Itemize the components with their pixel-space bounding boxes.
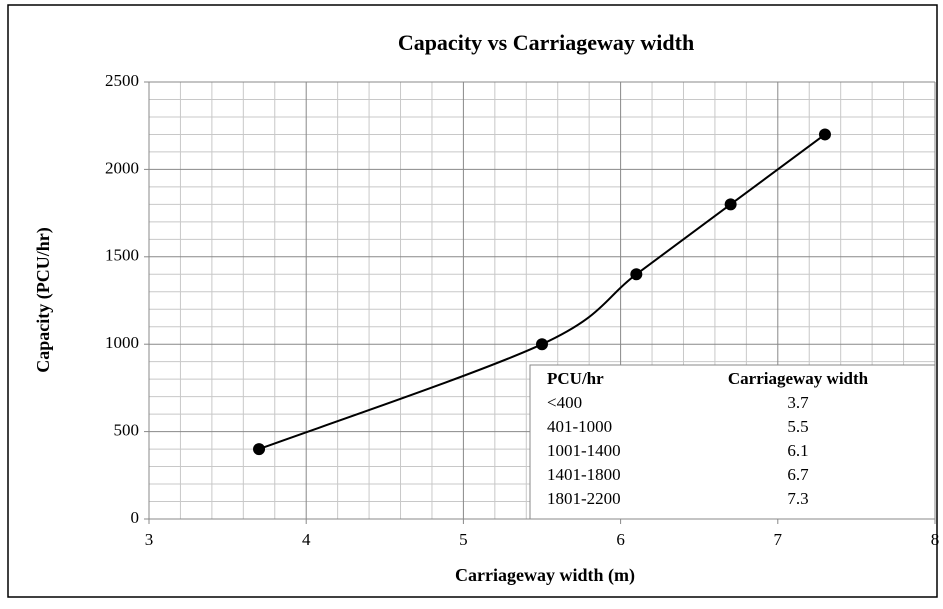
- x-tick-label: 7: [774, 530, 783, 549]
- data-point: [630, 268, 643, 281]
- marks: [253, 128, 831, 456]
- table-header: PCU/hr: [547, 369, 604, 388]
- x-tick-label: 4: [302, 530, 311, 549]
- table-cell: 6.7: [787, 465, 809, 484]
- table-cell: 1401-1800: [547, 465, 621, 484]
- table-cell: <400: [547, 393, 582, 412]
- x-tick-label: 5: [459, 530, 468, 549]
- data-point: [536, 338, 548, 351]
- x-tick-label: 6: [616, 530, 625, 549]
- y-tick-label: 1500: [105, 246, 139, 265]
- data-point: [818, 128, 831, 141]
- table-cell: 3.7: [787, 393, 809, 412]
- data-table: PCU/hr Carriageway width <400 3.7 401-1000 5.…: [529, 364, 936, 520]
- y-tick-label: 2000: [105, 158, 139, 177]
- y-tick-label: 500: [114, 421, 140, 440]
- table-cell: 5.5: [787, 417, 808, 436]
- data-point: [253, 443, 266, 456]
- data-point: [724, 198, 737, 211]
- table-cell: 7.3: [787, 489, 808, 508]
- table-cell: 6.1: [787, 441, 808, 460]
- table-header: Carriageway width: [728, 369, 869, 388]
- table-cell: 401-1000: [547, 417, 612, 436]
- series-line: [258, 133, 826, 451]
- table-cell: 1801-2200: [547, 489, 621, 508]
- y-tick-label: 1000: [105, 333, 139, 352]
- x-tick-label: 3: [145, 530, 154, 549]
- y-tick-label: 2500: [105, 71, 139, 90]
- y-axis-label: Capacity (PCU/hr): [33, 227, 54, 372]
- table-cell: 1001-1400: [547, 441, 621, 460]
- grid: 3 4 5 6 7 8 0 500 1000 1500 2000 2500: [105, 71, 939, 549]
- chart-title: Capacity vs Carriageway width: [398, 30, 694, 55]
- table-box: [529, 364, 936, 520]
- y-tick-label: 0: [131, 508, 140, 527]
- x-tick-label: 8: [931, 530, 940, 549]
- x-axis-label: Carriageway width (m): [455, 565, 635, 586]
